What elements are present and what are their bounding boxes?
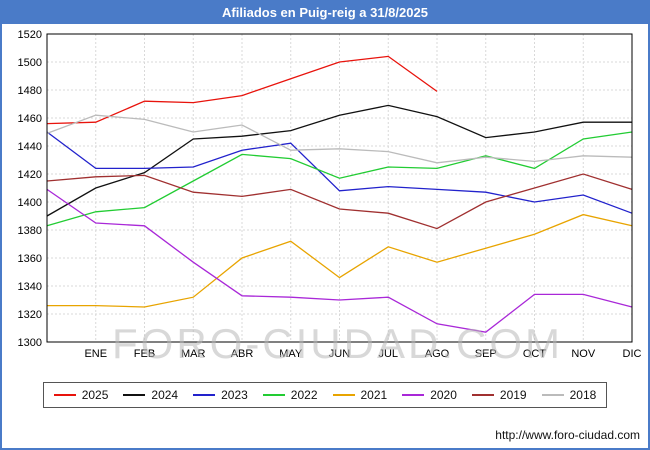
series-line-2019 <box>46 173 633 230</box>
legend-swatch-2018 <box>541 394 564 396</box>
series-line-2020 <box>46 188 633 333</box>
legend-label: 2018 <box>569 388 597 402</box>
legend-item-2024: 2024 <box>123 388 178 402</box>
y-tick-label: 1460 <box>18 113 42 125</box>
legend-item-2022: 2022 <box>262 388 318 402</box>
legend-item-2025: 2025 <box>53 388 109 402</box>
x-tick-label: OCT <box>523 348 547 360</box>
legend-label: 2022 <box>290 388 318 402</box>
y-tick-label: 1500 <box>18 57 42 69</box>
y-tick-label: 1340 <box>18 281 42 293</box>
y-tick-label: 1360 <box>18 253 42 265</box>
x-tick-label: ENE <box>84 348 107 360</box>
plot-border <box>46 33 633 343</box>
x-tick-label: SEP <box>475 348 497 360</box>
x-tick-label: FEB <box>134 348 155 360</box>
legend-swatch-2025 <box>53 394 76 396</box>
y-tick-label: 1440 <box>18 141 42 153</box>
legend-item-2023: 2023 <box>193 388 248 402</box>
series-line-2025 <box>46 55 438 125</box>
legend-swatch-2022 <box>262 394 285 396</box>
legend: 2025 2024 2023 2022 2021 2020 2019 2018 <box>42 382 608 408</box>
legend-swatch-2019 <box>471 394 494 396</box>
y-tick-label: 1380 <box>18 225 42 237</box>
plot-area: 1300 1320 1340 1360 1380 1400 1420 1440 1460 1480… <box>2 24 648 376</box>
legend-label: 2025 <box>81 388 109 402</box>
y-tick-label: 1400 <box>18 197 42 209</box>
series-line-2018 <box>46 114 633 164</box>
legend-label: 2020 <box>430 388 457 402</box>
legend-label: 2023 <box>221 388 248 402</box>
series-line-2024 <box>46 104 632 217</box>
y-tick-label: 1520 <box>18 29 42 41</box>
x-tick-label: DIC <box>623 348 642 360</box>
legend-label: 2021 <box>360 388 388 402</box>
legend-label: 2019 <box>499 388 527 402</box>
x-tick-label: JUL <box>378 348 398 360</box>
chart-title: Afiliados en Puig-reig a 31/8/2025 <box>2 2 648 24</box>
legend-item-2019: 2019 <box>471 388 527 402</box>
source-url: http://www.foro-ciudad.com <box>495 428 640 442</box>
x-tick-label: JUN <box>329 348 350 360</box>
x-tick-label: MAY <box>279 348 303 360</box>
legend-item-2021: 2021 <box>332 388 388 402</box>
legend-swatch-2020 <box>402 394 425 396</box>
series-line-2021 <box>47 213 633 308</box>
series-line-2023 <box>46 131 633 214</box>
y-tick-label: 1320 <box>18 309 42 321</box>
x-tick-label: ABR <box>231 348 254 360</box>
line-chart: 1300 1320 1340 1360 1380 1400 1420 1440 1460 1480… <box>18 29 642 360</box>
legend-label: 2024 <box>151 388 179 402</box>
y-tick-label: 1480 <box>18 85 42 97</box>
legend-swatch-2023 <box>193 394 216 396</box>
series-line-2022 <box>46 131 633 227</box>
x-tick-label: NOV <box>571 348 596 360</box>
legend-swatch-2024 <box>123 394 146 396</box>
y-tick-label: 1420 <box>18 169 42 181</box>
legend-item-2018: 2018 <box>541 388 597 402</box>
x-tick-label: AGO <box>425 348 450 360</box>
legend-swatch-2021 <box>332 394 355 396</box>
legend-item-2020: 2020 <box>402 388 457 402</box>
y-tick-label: 1300 <box>18 337 42 349</box>
x-tick-label: MAR <box>181 348 206 360</box>
